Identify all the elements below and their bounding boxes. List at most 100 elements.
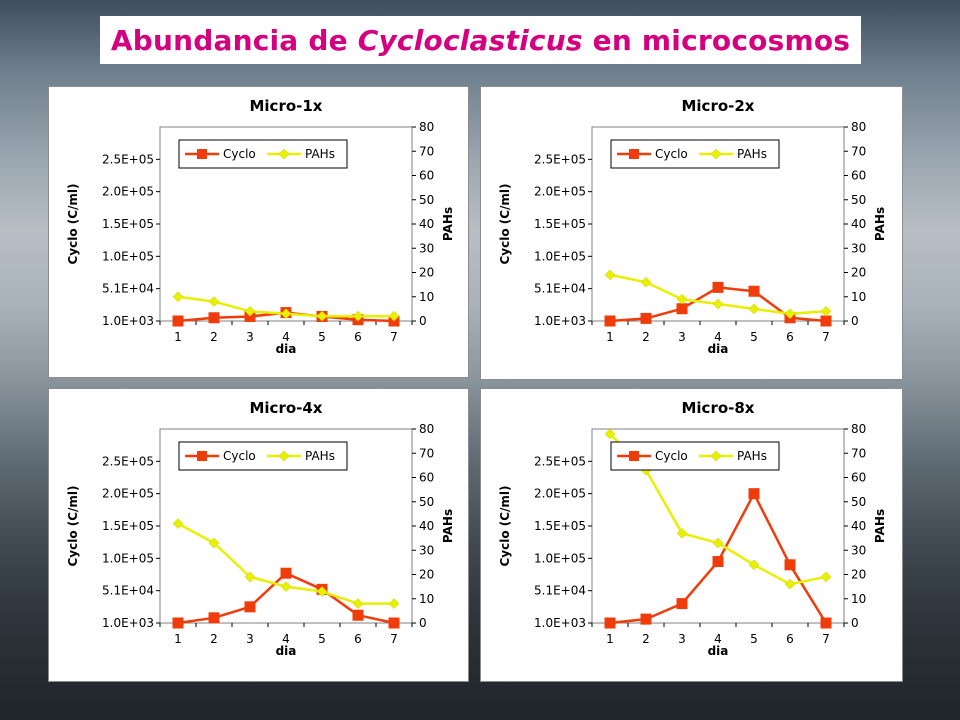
y2-tick-label: 40 — [851, 519, 866, 533]
data-point-cyclo — [676, 303, 688, 315]
data-point-cyclo — [172, 315, 184, 327]
data-point-pahs — [604, 428, 616, 440]
y2-tick-label: 10 — [851, 592, 866, 606]
x-tick-label: 6 — [786, 632, 794, 646]
x-tick-label: 1 — [174, 330, 182, 344]
y2-tick-label: 70 — [419, 144, 434, 158]
x-tick-label: 2 — [210, 632, 218, 646]
y-tick-label: 2.0E+05 — [102, 185, 154, 199]
data-point-pahs — [712, 298, 724, 310]
x-tick-label: 7 — [822, 330, 830, 344]
y2-tick-label: 60 — [851, 169, 866, 183]
data-point-pahs — [748, 303, 760, 315]
y2-tick-label: 0 — [419, 616, 427, 630]
y-tick-label: 1.0E+05 — [534, 249, 586, 263]
data-point-cyclo — [388, 617, 400, 629]
x-tick-label: 3 — [678, 330, 686, 344]
x-tick-label: 2 — [642, 632, 650, 646]
y-tick-label: 1.0E+05 — [534, 551, 586, 565]
legend-label-cyclo: Cyclo — [223, 147, 256, 161]
legend-label-pahs: PAHs — [305, 147, 335, 161]
x-axis-title: dia — [708, 342, 729, 356]
data-point-cyclo — [676, 598, 688, 610]
data-point-pahs — [352, 598, 364, 609]
x-axis-title: dia — [276, 644, 297, 658]
slide-title-prefix: Abundancia de — [110, 23, 358, 57]
x-tick-label: 5 — [750, 330, 758, 344]
data-point-pahs — [604, 269, 616, 281]
x-tick-label: 1 — [174, 632, 182, 646]
x-tick-label: 2 — [642, 330, 650, 344]
y2-tick-label: 30 — [851, 241, 866, 255]
chart-title: Micro-2x — [681, 97, 754, 115]
y2-tick-label: 10 — [851, 290, 866, 304]
x-tick-label: 5 — [750, 632, 758, 646]
data-point-pahs — [316, 310, 328, 322]
chart-panel-micro-4x: Micro-4x 1.0E+03 5.1E+04 1.0E+05 1.5E+05 2.0E… — [48, 388, 469, 682]
data-point-pahs — [820, 571, 832, 583]
data-point-cyclo — [280, 567, 292, 579]
legend-label-cyclo: Cyclo — [655, 147, 688, 161]
y2-tick-label: 40 — [419, 519, 434, 533]
y-axis-title: Cyclo (C/ml) — [66, 485, 80, 566]
data-point-pahs — [352, 310, 364, 322]
chart-legend: Cyclo PAHs — [610, 441, 780, 471]
y2-tick-label: 80 — [851, 422, 866, 436]
data-point-cyclo — [604, 617, 616, 629]
y-tick-label: 1.0E+05 — [102, 551, 154, 565]
y2-tick-label: 70 — [419, 446, 434, 460]
y2-tick-label: 10 — [419, 592, 434, 606]
data-point-pahs — [208, 537, 220, 549]
y-tick-label: 1.0E+05 — [102, 249, 154, 263]
data-point-cyclo — [712, 281, 724, 293]
x-tick-label: 6 — [786, 330, 794, 344]
data-point-cyclo — [640, 312, 652, 324]
y2-tick-label: 0 — [419, 314, 427, 328]
legend-box — [178, 139, 348, 169]
slide-title-suffix: en microcosmos — [582, 23, 851, 57]
x-axis-title: dia — [708, 644, 729, 658]
y-tick-label: 1.0E+03 — [534, 314, 586, 328]
data-point-cyclo — [172, 617, 184, 629]
y-tick-label: 2.5E+05 — [534, 152, 586, 166]
data-point-pahs — [172, 518, 184, 529]
y-tick-label: 1.0E+03 — [102, 616, 154, 630]
legend-label-pahs: PAHs — [305, 449, 335, 463]
data-point-pahs — [388, 310, 400, 322]
x-tick-label: 5 — [318, 330, 326, 344]
y2-tick-label: 80 — [851, 120, 866, 134]
legend-marker-cyclo — [197, 451, 207, 461]
data-point-pahs — [784, 308, 796, 320]
y2-tick-label: 20 — [419, 568, 434, 582]
x-tick-label: 2 — [210, 330, 218, 344]
data-point-pahs — [388, 598, 400, 609]
y-tick-label: 2.5E+05 — [102, 454, 154, 468]
legend-marker-cyclo — [197, 149, 207, 159]
chart-title: Micro-1x — [249, 97, 322, 115]
y2-tick-label: 10 — [419, 290, 434, 304]
data-point-cyclo — [784, 559, 796, 571]
y2-tick-label: 70 — [851, 446, 866, 460]
y2-tick-label: 50 — [419, 193, 434, 207]
chart-legend: Cyclo PAHs — [178, 441, 348, 471]
y-tick-label: 2.5E+05 — [534, 454, 586, 468]
y2-tick-label: 20 — [419, 266, 434, 280]
data-point-cyclo — [208, 312, 220, 324]
y-tick-label: 1.0E+03 — [534, 616, 586, 630]
y-tick-label: 2.0E+05 — [102, 487, 154, 501]
y2-tick-label: 20 — [851, 568, 866, 582]
y-tick-label: 5.1E+04 — [102, 584, 154, 598]
data-point-cyclo — [352, 609, 364, 621]
y2-tick-label: 60 — [419, 471, 434, 485]
y2-tick-label: 40 — [851, 217, 866, 231]
legend-marker-cyclo — [629, 149, 639, 159]
data-point-cyclo — [820, 315, 832, 327]
data-point-cyclo — [748, 285, 760, 297]
y-tick-label: 1.0E+03 — [102, 314, 154, 328]
chart-panel-micro-8x: Micro-8x 1.0E+03 5.1E+04 1.0E+05 1.5E+05 2.0E… — [480, 388, 903, 682]
y-tick-label: 2.0E+05 — [534, 487, 586, 501]
chart-title: Micro-4x — [249, 399, 322, 417]
data-point-pahs — [172, 291, 184, 303]
y2-tick-label: 80 — [419, 422, 434, 436]
data-point-pahs — [784, 578, 796, 590]
